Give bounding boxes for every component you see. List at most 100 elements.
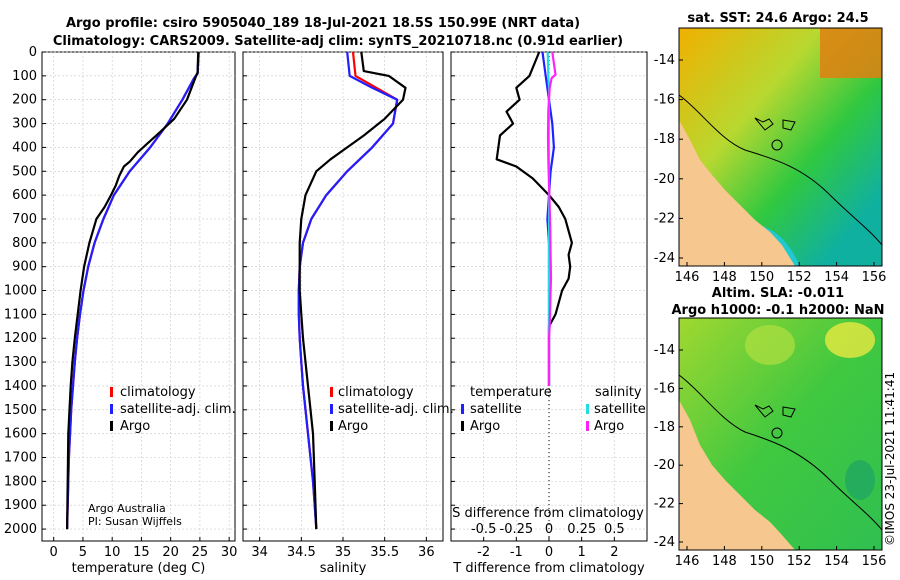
bathymetry-contour [679, 94, 882, 246]
y-tick-label: 600 [12, 188, 37, 203]
sst-map-axes: 146 148 150 152 154 156 -14 -16 -18 -20 -22 -24 [654, 53, 887, 285]
series-satellite-adj-clim- [66, 51, 200, 530]
s-difference-label: S difference from climatology [452, 506, 644, 521]
map-x-tick-label: 152 [787, 554, 812, 569]
x-tick-label: 30 [221, 545, 238, 560]
sst-map [679, 28, 882, 266]
legend-swatch-s-argo [586, 421, 589, 431]
x-tick-label: 0 [50, 545, 58, 560]
difference-panel: -2 -1 0 1 2T difference from climatology [450, 51, 648, 576]
map-y-tick-label: -18 [654, 132, 675, 147]
series-t-argo [495, 51, 573, 386]
legend-label-satellite: satellite-adj. clim. [120, 402, 236, 417]
y-tick-label: 800 [12, 236, 37, 251]
x-axis-label: T difference from climatology [452, 561, 645, 576]
legend-label-climatology: climatology [120, 385, 196, 400]
legend-title-temperature: temperature [470, 385, 552, 400]
sla-map-axes: 146 148 150 152 154 156 -14 -16 -18 -20 -22 -24 [654, 343, 887, 569]
map-y-tick-label: -16 [654, 93, 675, 108]
series-s-argo [546, 51, 557, 386]
legend-swatch-argo [330, 421, 333, 431]
y-tick-label: 1500 [4, 403, 37, 418]
legend-label-t-argo: Argo [470, 419, 500, 434]
series-argo [298, 51, 407, 530]
legend-swatch-climatology [110, 387, 113, 397]
y-tick-label: 1200 [4, 331, 37, 346]
map-x-tick-label: 148 [712, 270, 737, 285]
credit-line-1: Argo Australia [88, 502, 166, 515]
map-y-tick-label: -14 [654, 343, 675, 358]
sla-high-patch [745, 325, 795, 365]
map-y-tick-label: -14 [654, 53, 675, 68]
s-tick-label: 0 [545, 522, 553, 537]
x-tick-label: 10 [104, 545, 121, 560]
argo-float-marker [771, 427, 783, 439]
map-y-tick-label: -24 [654, 535, 675, 550]
legend-label-satellite: satellite-adj. clim. [338, 402, 454, 417]
map-y-tick-label: -22 [654, 497, 675, 512]
x-tick-label: 20 [162, 545, 179, 560]
legend-label-s-argo: Argo [594, 419, 624, 434]
legend-swatch-satellite [110, 404, 113, 414]
x-tick-label: 25 [192, 545, 209, 560]
x-tick-label: 1 [578, 545, 586, 560]
reef-outline [754, 404, 774, 418]
y-tick-label: 400 [12, 140, 37, 155]
s-difference-tick-labels: -0.5 -0.25 0 0.25 0.5 [471, 522, 625, 537]
legend-swatch-climatology [330, 387, 333, 397]
x-tick-label: 34 [251, 545, 268, 560]
plot-frame [41, 51, 236, 542]
legend-swatch-argo [110, 421, 113, 431]
sla-map-title-2: Argo h1000: -0.1 h2000: NaN [671, 303, 884, 318]
legend-label-argo: Argo [338, 419, 368, 434]
map-x-tick-label: 148 [712, 554, 737, 569]
y-tick-label: 1400 [4, 379, 37, 394]
map-x-tick-label: 156 [862, 270, 887, 285]
legend-swatch-t-argo [461, 421, 464, 431]
map-x-tick-label: 154 [824, 270, 849, 285]
y-tick-label: 700 [12, 212, 37, 227]
legend-title-salinity: salinity [595, 385, 642, 400]
legend-label-t-satellite: satellite [470, 402, 522, 417]
sla-high-patch [825, 322, 875, 358]
y-tick-label: 200 [12, 93, 37, 108]
y-tick-label: 100 [12, 69, 37, 84]
map-x-tick-label: 150 [749, 270, 774, 285]
map-y-tick-label: -20 [654, 458, 675, 473]
temperature-panel: 0100200300400500600700800900100011001200… [4, 45, 238, 576]
salinity-legend: climatology satellite-adj. clim. Argo [330, 385, 454, 434]
title-line-2: Climatology: CARS2009. Satellite-adj cli… [53, 34, 623, 49]
sla-low-patch [845, 460, 875, 500]
x-tick-label: -1 [510, 545, 523, 560]
legend-swatch-t-satellite [461, 404, 464, 414]
reef-outline [782, 119, 796, 131]
x-tick-label: 15 [133, 545, 150, 560]
x-tick-label: 36 [418, 545, 435, 560]
bathymetry-contour [679, 374, 882, 531]
x-axis-label: salinity [320, 561, 367, 576]
sla-map [679, 318, 882, 550]
map-y-tick-label: -18 [654, 420, 675, 435]
reef-outline [754, 117, 774, 131]
title-line-1: Argo profile: csiro 5905040_189 18-Jul-2… [66, 16, 580, 31]
y-tick-label: 0 [29, 45, 37, 60]
credit-line-2: PI: Susan Wijffels [88, 515, 182, 528]
difference-legend: temperature salinity satellite Argo sate… [461, 385, 646, 434]
x-tick-label: -2 [477, 545, 490, 560]
map-x-tick-label: 152 [787, 270, 812, 285]
legend-swatch-satellite [330, 404, 333, 414]
x-tick-label: 0 [545, 545, 553, 560]
x-axis-label: temperature (deg C) [72, 561, 206, 576]
map-x-tick-label: 146 [675, 554, 700, 569]
s-tick-label: -0.25 [500, 522, 534, 537]
map-x-tick-label: 154 [824, 554, 849, 569]
y-tick-label: 900 [12, 260, 37, 275]
reef-outline [782, 406, 796, 418]
y-tick-label: 1800 [4, 474, 37, 489]
y-tick-label: 1000 [4, 284, 37, 299]
y-tick-label: 500 [12, 164, 37, 179]
sla-map-frame [678, 317, 883, 551]
watermark: ©IMOS 23-Jul-2021 11:41:41 [883, 372, 897, 546]
x-tick-label: 2 [610, 545, 618, 560]
